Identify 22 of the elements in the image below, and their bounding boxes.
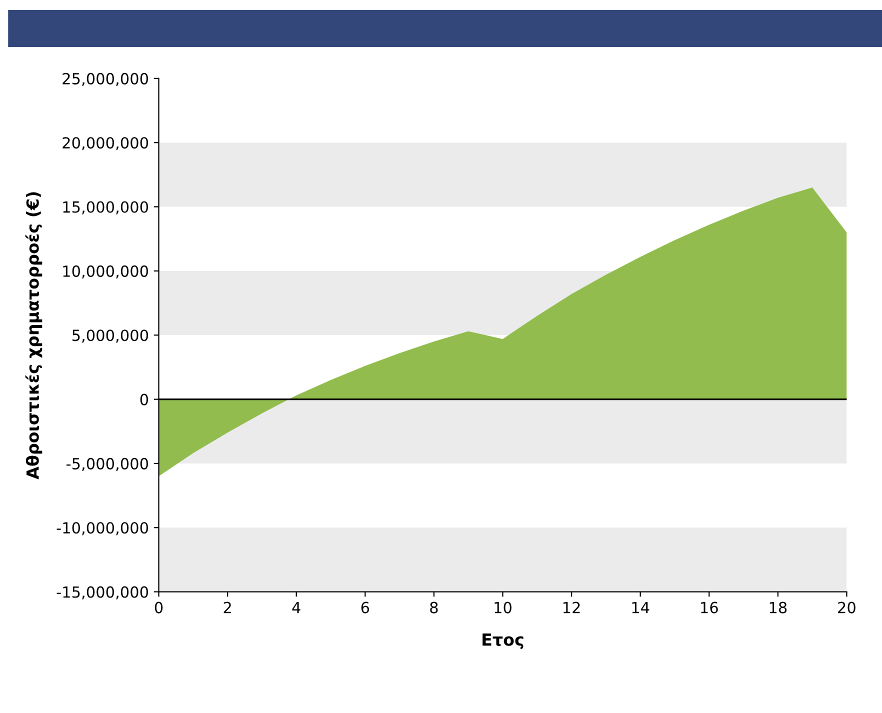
y-tick-label: -5,000,000 [66, 458, 148, 472]
y-tick-label: 15,000,000 [63, 201, 148, 214]
y-tick-label: 20,000,000 [62, 137, 148, 150]
y-tick-label: 25,000,000 [62, 72, 148, 86]
x-tick-label: 14 [632, 602, 650, 614]
y-tick-label: 10,000,000 [63, 265, 148, 279]
y-axis-title: Αθροιστικές χρηματορροές (€) [25, 192, 42, 480]
x-tick-label: 6 [361, 602, 370, 614]
x-tick-label: 10 [494, 602, 512, 614]
x-tick-label: 20 [838, 602, 856, 614]
y-tick-label: 0 [140, 394, 148, 406]
y-tick-label: -15,000,000 [56, 586, 148, 600]
y-tick-label: -10,000,000 [56, 522, 148, 536]
x-tick-label: 0 [154, 602, 163, 614]
x-tick-label: 4 [292, 602, 300, 614]
x-tick-label: 8 [430, 602, 438, 614]
x-tick-label: 2 [224, 602, 231, 614]
y-tick-label: 5,000,000 [72, 330, 148, 343]
x-axis-title: Ετος [482, 633, 524, 650]
x-tick-label: 16 [701, 602, 718, 614]
x-tick-label: 18 [770, 602, 787, 614]
x-tick-label: 12 [563, 602, 580, 614]
